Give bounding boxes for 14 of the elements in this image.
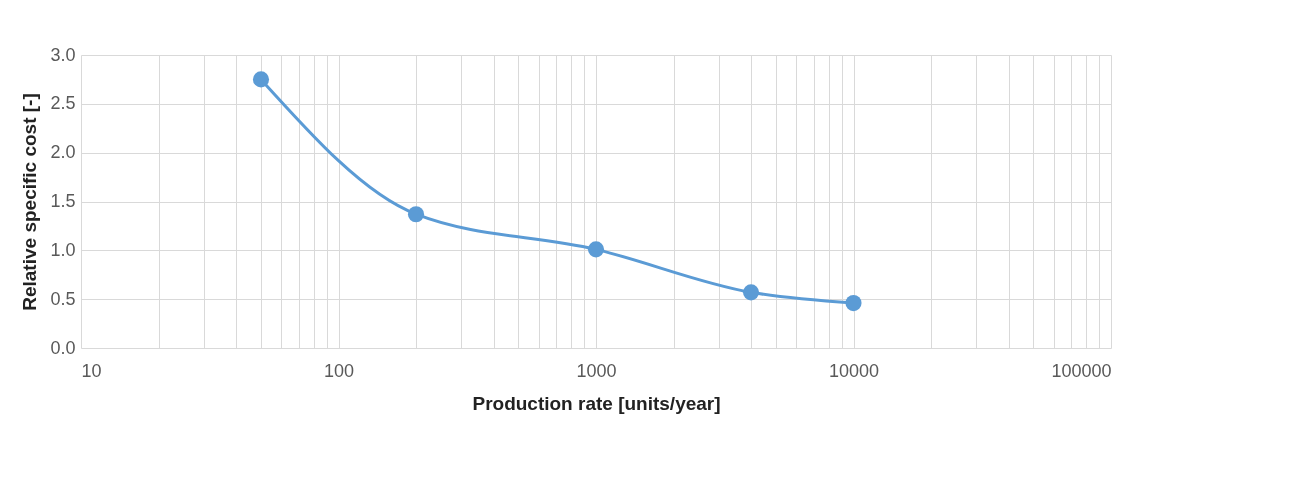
x-tick-label: 10000 — [828, 360, 880, 381]
x-tick-label: 1000 — [576, 360, 617, 381]
y-tick-label: 1.5 — [50, 191, 76, 211]
y-tick-label: 2.0 — [50, 142, 76, 163]
x-tick-label: 100 — [323, 360, 355, 381]
y-axis-title: Relative specific cost [-] — [19, 93, 41, 311]
y-tick-label: 0.5 — [50, 288, 76, 309]
y-tick-label: 3.0 — [50, 44, 76, 65]
y-tick-label: 1.0 — [50, 239, 76, 260]
y-tick-label: 2.5 — [50, 93, 76, 114]
x-axis-title: Production rate [units/year] — [472, 392, 721, 414]
y-tick-label: 0.0 — [50, 337, 76, 358]
x-tick-label: 100000 — [1051, 360, 1112, 381]
x-tick-label: 10 — [81, 360, 102, 381]
